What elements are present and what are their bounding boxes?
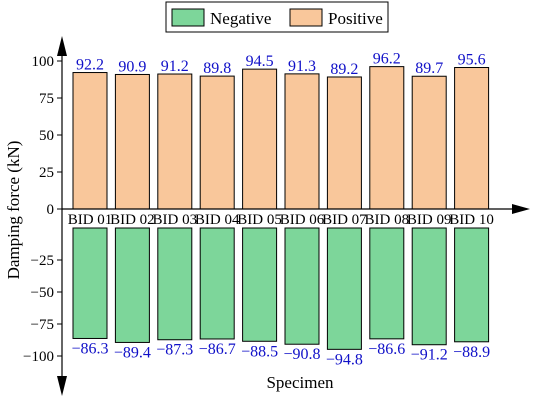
axes: −100 −75 −50 −25 0 25 50 75 100 <box>23 36 530 396</box>
positive-value-label-01: 92.2 <box>76 57 104 74</box>
category-label-07: BID 07 <box>322 212 367 228</box>
legend-label-positive: Positive <box>328 9 383 28</box>
negative-bar-10 <box>454 227 490 343</box>
positive-bar-10 <box>454 67 490 210</box>
category-label-06: BID 06 <box>280 212 325 228</box>
positive-value-label-04: 89.8 <box>203 60 231 77</box>
category-label-02: BID 02 <box>110 212 155 228</box>
positive-bar-02 <box>114 73 150 210</box>
positive-value-label-10: 95.6 <box>458 52 486 69</box>
negative-bar-03 <box>157 227 193 341</box>
negative-bar-09 <box>411 227 447 346</box>
y-axis-arrow-down <box>57 376 67 396</box>
category-label-01: BID 01 <box>68 212 113 228</box>
category-label-08: BID 08 <box>365 212 410 228</box>
positive-value-label-03: 91.2 <box>161 58 189 75</box>
legend: Negative Positive <box>165 1 389 33</box>
negative-bar-05 <box>242 227 278 342</box>
negative-value-label-01: −86.3 <box>71 340 108 357</box>
category-label-09: BID 09 <box>407 212 452 228</box>
y-tick-label: −75 <box>31 317 54 333</box>
positive-value-label-08: 96.2 <box>373 51 401 68</box>
negative-value-label-03: −87.3 <box>156 342 193 359</box>
negative-value-label-05: −88.5 <box>241 343 278 360</box>
negative-value-label-10: −88.9 <box>453 344 490 361</box>
negative-bar-01 <box>72 227 108 339</box>
y-axis-title: Damping force (kN) <box>4 141 23 280</box>
positive-bar-03 <box>157 73 193 210</box>
positive-value-label-02: 90.9 <box>118 58 146 75</box>
y-tick-label: 0 <box>47 202 55 218</box>
x-axis-arrow <box>512 204 530 214</box>
y-tick-label: −100 <box>23 349 54 365</box>
x-axis-title: Specimen <box>266 373 334 392</box>
positive-bar-08 <box>369 66 405 210</box>
legend-swatch-negative <box>171 8 205 27</box>
y-tick-label: 100 <box>32 54 55 70</box>
negative-value-label-07: −94.8 <box>326 351 363 368</box>
category-label-10: BID 10 <box>449 212 494 228</box>
negative-bar-04 <box>199 227 235 340</box>
negative-value-label-04: −86.7 <box>199 341 236 358</box>
value-labels: 92.2 −86.3 90.9 −89.4 91.2 −87.3 89.8 −86.7 94.5… <box>71 51 490 369</box>
category-label-03: BID 03 <box>153 212 198 228</box>
legend-label-negative: Negative <box>210 9 271 28</box>
y-tick-label: −50 <box>31 285 54 301</box>
positive-value-label-06: 91.3 <box>288 58 316 75</box>
positive-value-label-07: 89.2 <box>330 61 358 78</box>
y-axis-arrow-up <box>57 36 67 56</box>
category-label-05: BID 05 <box>237 212 282 228</box>
negative-value-label-09: −91.2 <box>411 347 448 364</box>
negative-bar-08 <box>369 227 405 340</box>
negative-value-label-06: −90.8 <box>283 346 320 363</box>
y-tick-label: −25 <box>31 253 54 269</box>
positive-value-label-09: 89.7 <box>415 60 443 77</box>
category-label-04: BID 04 <box>195 212 240 228</box>
negative-bar-02 <box>114 227 150 343</box>
bars <box>72 66 490 350</box>
positive-value-label-05: 94.5 <box>246 53 274 70</box>
positive-bar-05 <box>242 68 278 210</box>
negative-value-label-02: −89.4 <box>114 344 151 361</box>
positive-bar-07 <box>326 76 362 210</box>
positive-bar-06 <box>284 73 320 210</box>
negative-bar-07 <box>326 227 362 350</box>
legend-swatch-positive <box>289 8 323 27</box>
y-tick-label: 25 <box>39 165 54 181</box>
positive-bar-01 <box>72 72 108 210</box>
negative-value-label-08: −86.6 <box>368 341 405 358</box>
negative-bar-06 <box>284 227 320 345</box>
y-tick-label: 75 <box>39 91 54 107</box>
y-tick-label: 50 <box>39 128 54 144</box>
positive-bar-04 <box>199 75 235 210</box>
positive-bar-09 <box>411 75 447 210</box>
